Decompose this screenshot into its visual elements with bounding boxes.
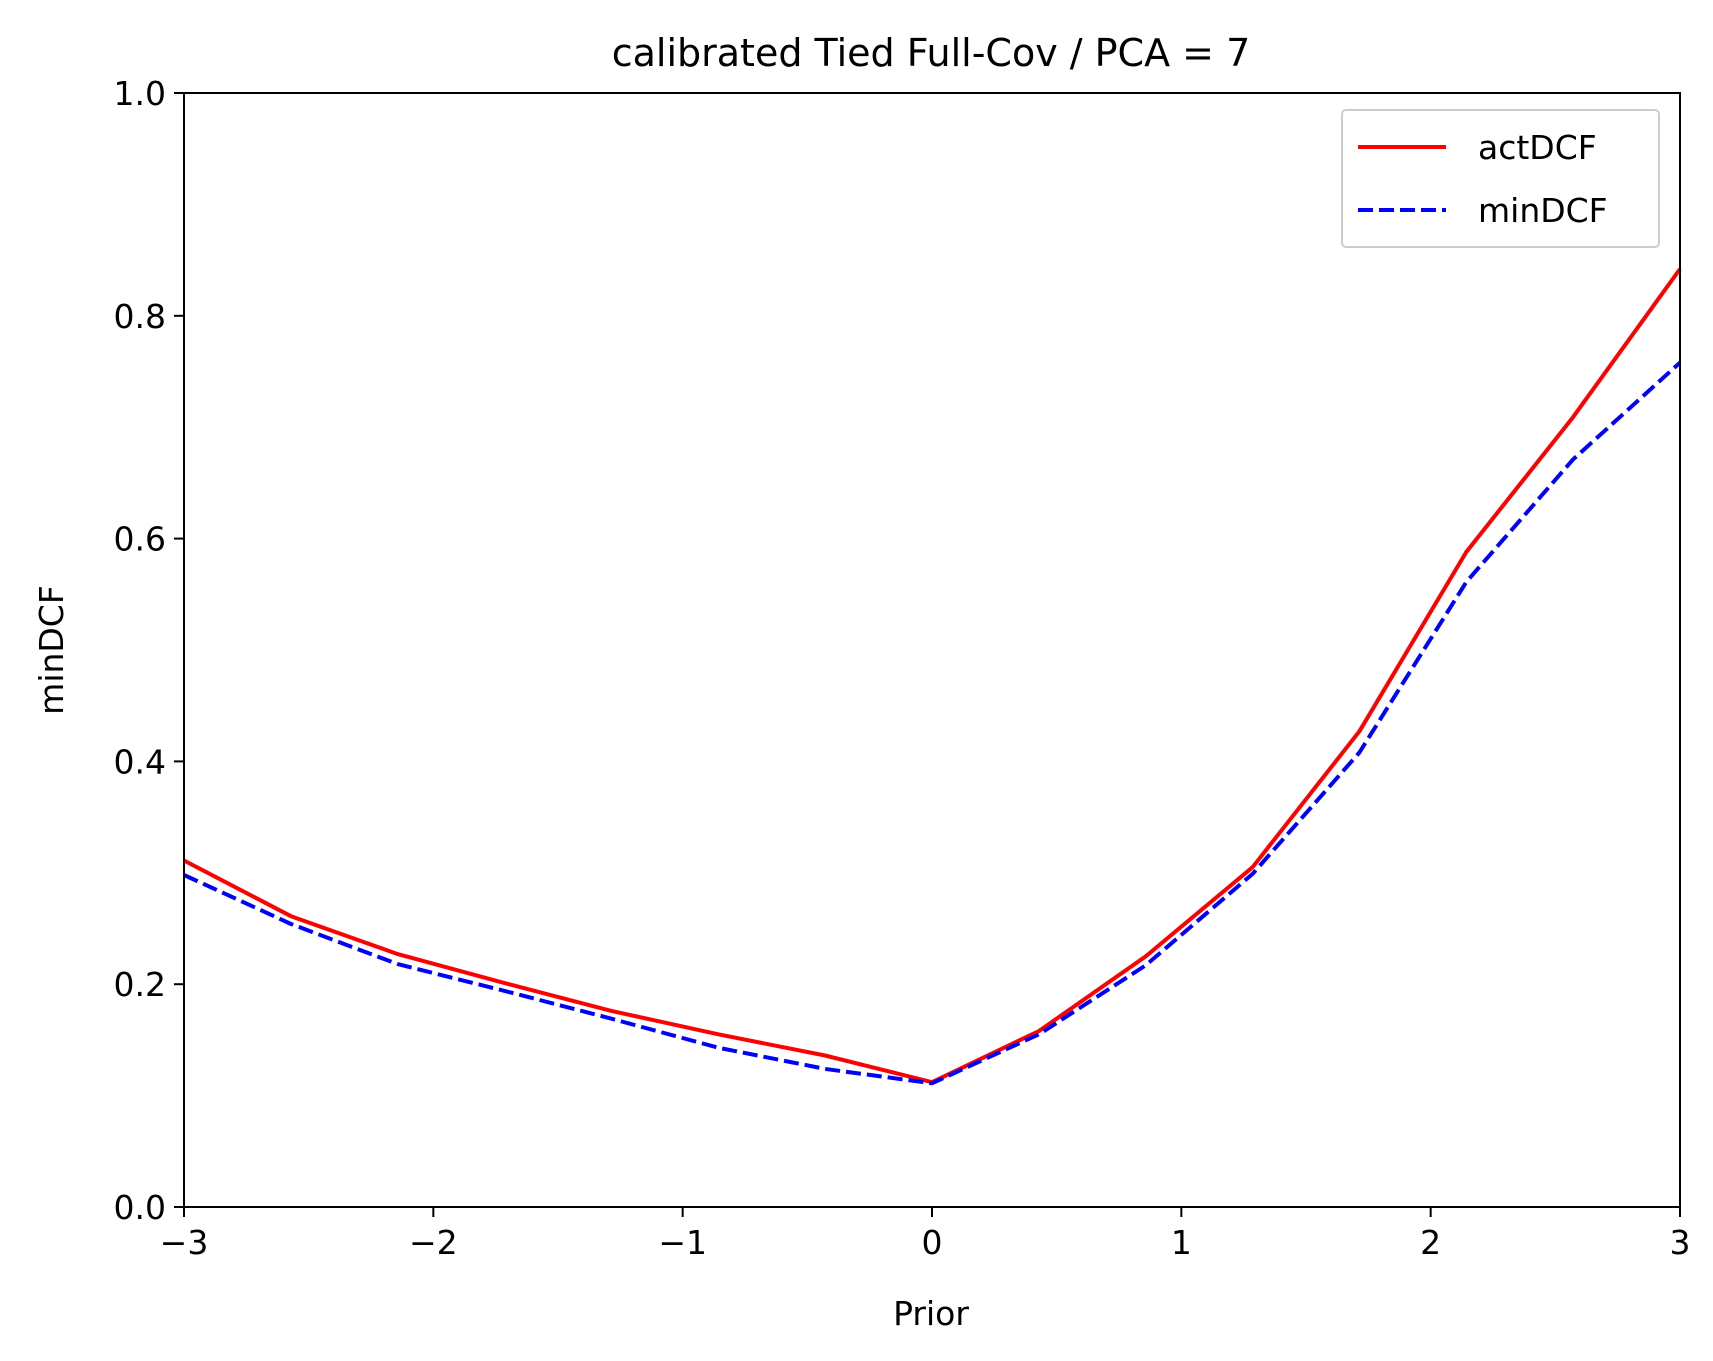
legend-box bbox=[1341, 109, 1660, 248]
legend-label-actdcf: actDCF bbox=[1478, 128, 1597, 167]
x-tick-label: −3 bbox=[160, 1223, 209, 1262]
x-tick-label: 3 bbox=[1670, 1223, 1691, 1262]
y-tick-label: 0.2 bbox=[114, 965, 166, 1004]
x-tick-label: −2 bbox=[409, 1223, 458, 1262]
y-tick-label: 0.4 bbox=[114, 742, 166, 781]
y-tick-label: 0.0 bbox=[114, 1188, 166, 1227]
legend-label-mindcf: minDCF bbox=[1478, 191, 1608, 230]
series-layer bbox=[183, 267, 1682, 1086]
x-tick-label: 1 bbox=[1171, 1223, 1192, 1262]
axes-frame bbox=[183, 92, 1681, 1208]
chart-title: calibrated Tied Full-Cov / PCA = 7 bbox=[612, 31, 1251, 75]
y-axis: 0.0 0.2 0.4 0.6 0.8 1.0 bbox=[114, 74, 184, 1227]
y-tick-label: 1.0 bbox=[114, 74, 166, 113]
series-line-actdcf bbox=[183, 267, 1682, 1085]
series-line-mindcf bbox=[183, 361, 1682, 1086]
y-tick-label: 0.6 bbox=[114, 520, 166, 559]
x-axis-label: Prior bbox=[893, 1294, 969, 1333]
x-tick-label: −1 bbox=[658, 1223, 707, 1262]
y-tick-label: 0.8 bbox=[114, 297, 166, 336]
x-tick-label: 0 bbox=[922, 1223, 943, 1262]
y-axis-label: minDCF bbox=[32, 585, 71, 715]
x-axis: −3 −2 −1 0 1 2 3 bbox=[160, 1207, 1691, 1262]
x-tick-label: 2 bbox=[1420, 1223, 1441, 1262]
plot-area bbox=[183, 92, 1682, 1208]
legend: actDCF minDCF bbox=[1341, 109, 1660, 248]
legend-items: actDCF minDCF bbox=[1358, 128, 1608, 230]
